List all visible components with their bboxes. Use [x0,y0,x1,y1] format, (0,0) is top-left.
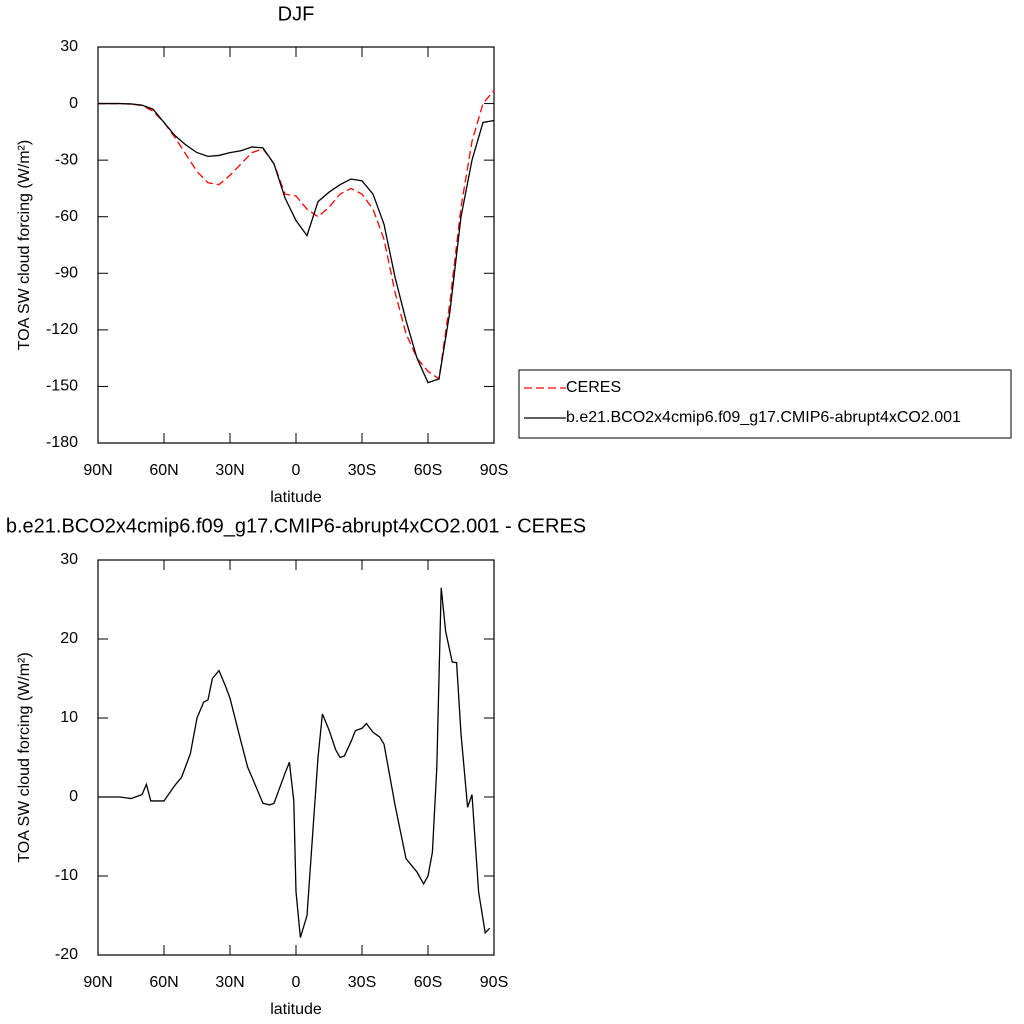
x-axis-label: latitude [270,489,322,506]
legend-box [518,369,1012,439]
x-tick-label: 60S [414,462,442,479]
x-tick-label: 30S [348,462,376,479]
x-axis-label: latitude [270,1001,322,1018]
y-tick-label: -180 [46,434,78,451]
x-tick-label: 60S [414,974,442,991]
x-tick-label: 90S [480,974,508,991]
line-series [98,89,495,381]
x-tick-label: 0 [292,462,301,479]
chart-title: DJF [278,3,315,25]
x-tick-label: 90S [480,462,508,479]
y-tick-label: 30 [60,551,78,568]
chart-title: b.e21.BCO2x4cmip6.f09_g17.CMIP6-abrupt4x… [6,515,586,537]
y-tick-label: -30 [55,151,78,168]
x-tick-label: 30N [215,462,244,479]
x-tick-label: 60N [149,974,178,991]
x-tick-label: 30N [215,974,244,991]
y-tick-label: 20 [60,630,78,647]
legend-label: CERES [566,379,621,396]
y-tick-label: -150 [46,378,78,395]
y-tick-label: -20 [55,946,78,963]
y-axis-label: TOA SW cloud forcing (W/m²) [16,140,33,350]
y-tick-label: -120 [46,321,78,338]
y-tick-label: 0 [69,95,78,112]
y-tick-label: 10 [60,709,78,726]
x-tick-label: 30S [348,974,376,991]
line-series [98,587,491,938]
y-tick-label: -10 [55,867,78,884]
x-tick-label: 90N [83,974,112,991]
x-tick-label: 90N [83,462,112,479]
line-series [98,102,495,384]
y-axis-label: TOA SW cloud forcing (W/m²) [16,652,33,862]
y-tick-label: -60 [55,208,78,225]
y-tick-label: -90 [55,265,78,282]
x-tick-label: 60N [149,462,178,479]
y-tick-label: 30 [60,38,78,55]
plot-frame [97,46,495,444]
legend-label: b.e21.BCO2x4cmip6.f09_g17.CMIP6-abrupt4x… [566,409,961,426]
y-tick-label: 0 [69,788,78,805]
x-tick-label: 0 [292,974,301,991]
